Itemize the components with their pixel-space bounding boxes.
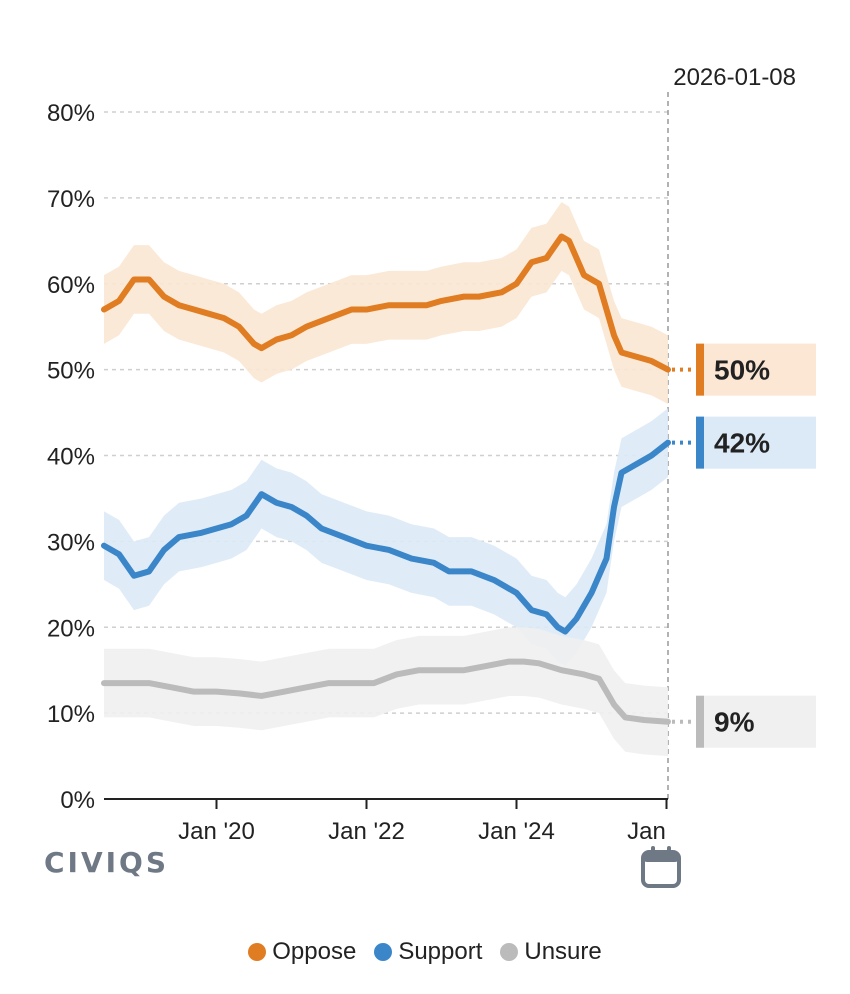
current-date-label: 2026-01-08 [673,64,796,91]
y-tick-label: 0% [60,787,95,814]
calendar-icon[interactable] [641,846,681,888]
y-tick-label: 10% [47,701,95,728]
y-tick-label: 50% [47,358,95,385]
legend-item-oppose[interactable]: Oppose [248,938,356,966]
civiqs-logo: CIVIQS [44,846,170,879]
legend-label-oppose: Oppose [272,938,357,965]
legend-dot-oppose [248,943,267,961]
end-label-bar-support [696,416,704,469]
axes: 0% 10% 20% 30% 40% 50% 60% 70% 80% Jan '20 Jan '22… [47,100,668,845]
legend: Oppose Support Unsure [0,938,850,966]
series-lines [101,233,671,725]
x-tick-label: Jan '22 [328,818,405,845]
end-label-support: 42% [714,428,770,459]
end-label-box-support [696,416,816,469]
end-label-box-unsure [696,695,816,748]
series-line-support [101,439,671,635]
x-tick-label: Jan '24 [478,818,555,845]
end-label-bar-oppose [696,343,704,396]
end-label-unsure: 9% [714,707,755,738]
legend-label-support: Support [398,938,483,965]
series-line-oppose [101,233,671,373]
end-label-oppose: 50% [714,355,770,386]
legend-item-unsure[interactable]: Unsure [500,938,602,966]
y-tick-label: 70% [47,186,95,213]
legend-dot-support [374,943,393,961]
end-label-box-oppose [696,343,816,396]
y-tick-label: 30% [47,529,95,556]
y-tick-label: 20% [47,615,95,642]
x-tick-label: Jan '20 [178,818,255,845]
x-tick-label: Jan [627,818,666,845]
legend-dot-unsure [500,943,519,961]
legend-item-support[interactable]: Support [374,938,482,966]
y-tick-label: 40% [47,444,95,471]
y-tick-label: 80% [47,100,95,127]
series-line-unsure [101,658,671,725]
y-tick-label: 60% [47,272,95,299]
end-labels: 50% 42% 9% [672,343,816,748]
end-label-bar-unsure [696,695,704,748]
legend-label-unsure: Unsure [524,938,602,965]
